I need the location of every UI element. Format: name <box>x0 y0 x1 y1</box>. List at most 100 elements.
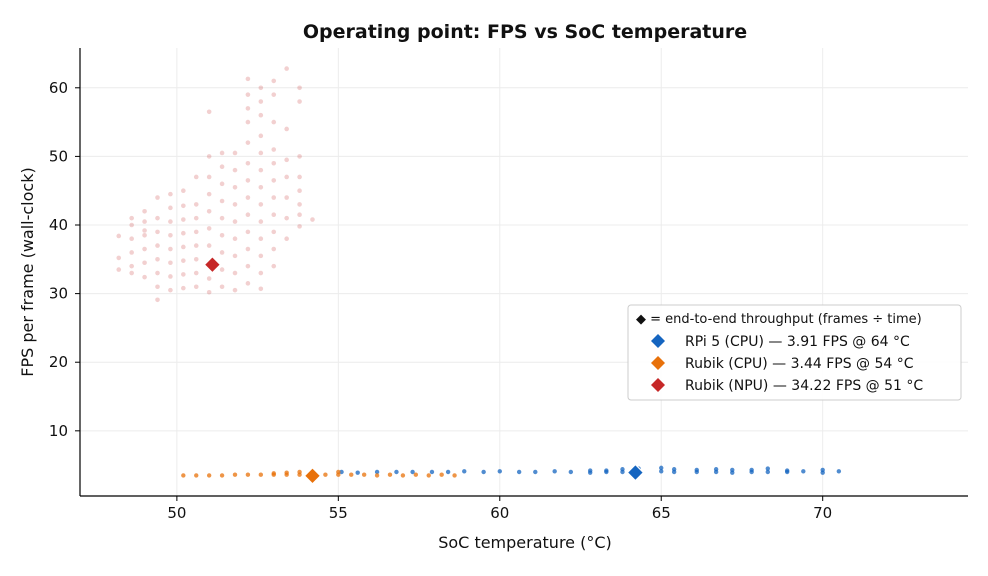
legend-marker <box>651 356 665 370</box>
data-point-rubik-npu <box>219 198 225 204</box>
data-point-rubik-npu <box>297 212 302 218</box>
y-tick-label: 50 <box>49 147 68 165</box>
data-point-rubik-npu <box>245 246 251 252</box>
data-point-rubik-npu <box>297 154 302 159</box>
data-point-rubik-npu <box>245 229 251 235</box>
data-point-rubik-npu <box>271 263 277 269</box>
data-point-rpi5-cpu <box>713 469 719 475</box>
data-point-rpi5-cpu <box>765 466 770 471</box>
x-tick-label: 50 <box>167 504 186 522</box>
legend-box <box>627 304 962 401</box>
data-point-rubik-npu <box>271 195 277 200</box>
data-point-rubik-npu <box>232 184 238 190</box>
data-point-rubik-npu <box>297 99 302 104</box>
data-point-rubik-npu <box>206 208 212 214</box>
data-point-rubik-cpu <box>439 472 444 477</box>
data-point-rubik-npu <box>206 154 212 159</box>
data-point-rubik-npu <box>219 232 225 238</box>
data-point-rubik-npu <box>258 286 264 292</box>
x-tick-label: 60 <box>490 504 509 522</box>
data-point-rubik-cpu <box>245 472 251 477</box>
data-point-rubik-cpu <box>297 469 302 475</box>
data-point-rubik-npu <box>193 270 199 276</box>
x-axis-label: SoC temperature (°C) <box>438 533 612 552</box>
data-point-rubik-npu <box>284 157 289 163</box>
data-point-rpi5-cpu <box>730 470 735 475</box>
data-point-rpi5-cpu <box>749 469 754 475</box>
y-tick-label: 10 <box>49 422 68 440</box>
data-point-rubik-npu <box>271 212 277 218</box>
axis-ticks: 50 55 60 65 70 10 20 30 40 50 60 <box>49 79 832 522</box>
data-point-rubik-cpu <box>271 471 276 476</box>
data-point-rubik-npu <box>258 112 264 118</box>
data-point-rubik-cpu <box>284 470 289 475</box>
legend-label: Rubik (CPU) — 3.44 FPS @ 54 °C <box>685 356 914 372</box>
legend-entry: Rubik (NPU) — 34.22 FPS @ 51 °C <box>651 378 923 394</box>
data-point-rubik-npu <box>284 195 289 200</box>
data-point-rubik-npu <box>142 260 147 266</box>
data-point-rubik-npu <box>181 230 186 236</box>
data-point-rubik-npu <box>142 208 147 214</box>
summary-marker-rubik-npu <box>203 255 222 274</box>
data-point-rpi5-cpu <box>568 469 574 475</box>
y-tick-label: 30 <box>49 285 68 303</box>
data-point-rubik-npu <box>206 226 212 231</box>
data-point-rpi5-cpu <box>659 469 664 474</box>
data-point-rubik-npu <box>168 260 173 266</box>
data-point-rubik-npu <box>219 181 225 187</box>
data-point-rubik-npu <box>155 215 160 221</box>
data-point-rpi5-cpu <box>659 465 664 471</box>
data-point-rubik-npu <box>181 188 186 194</box>
data-point-rubik-npu <box>219 164 225 169</box>
data-point-rubik-npu <box>129 236 134 242</box>
data-point-rubik-cpu <box>336 469 341 475</box>
data-point-rpi5-cpu <box>410 469 415 475</box>
data-point-rpi5-cpu <box>765 469 770 475</box>
data-point-rubik-cpu <box>387 472 393 477</box>
chart-title: Operating point: FPS vs SoC temperature <box>303 21 747 43</box>
data-point-rubik-npu <box>181 217 186 222</box>
data-point-rubik-npu <box>271 160 277 166</box>
data-point-rubik-npu <box>181 272 186 277</box>
data-point-rubik-npu <box>181 244 186 250</box>
data-point-rubik-npu <box>155 229 160 235</box>
data-point-rpi5-cpu <box>445 469 451 475</box>
data-point-rubik-npu <box>129 215 134 221</box>
data-point-rubik-npu <box>245 92 251 97</box>
legend-marker <box>651 334 665 348</box>
data-point-rubik-npu <box>271 119 277 125</box>
data-point-rubik-npu <box>193 284 199 290</box>
data-point-rubik-npu <box>258 236 264 242</box>
data-point-rpi5-cpu <box>620 469 625 475</box>
data-point-rubik-cpu <box>194 473 199 478</box>
data-point-rubik-npu <box>232 253 238 259</box>
data-point-rubik-npu <box>284 174 289 180</box>
data-point-rubik-npu <box>155 195 160 200</box>
data-point-rubik-npu <box>219 150 225 156</box>
data-point-rubik-cpu <box>413 472 419 477</box>
data-point-rpi5-cpu <box>481 469 486 475</box>
data-point-rubik-npu <box>297 85 302 91</box>
data-point-rubik-npu <box>297 202 302 207</box>
data-point-rubik-cpu <box>258 472 264 477</box>
summary-marker-rpi5-cpu <box>626 463 645 482</box>
data-point-rubik-npu <box>206 276 212 281</box>
data-point-rpi5-cpu <box>836 469 842 474</box>
data-point-rubik-npu <box>284 236 289 242</box>
data-point-rpi5-cpu <box>429 469 435 475</box>
data-point-rubik-npu <box>258 150 264 156</box>
data-point-rubik-npu <box>142 219 147 224</box>
data-point-rubik-npu <box>206 243 212 248</box>
data-point-rubik-npu <box>168 274 173 279</box>
data-point-rubik-cpu <box>219 473 225 478</box>
data-point-rubik-npu <box>245 281 251 286</box>
data-points <box>116 66 842 478</box>
data-point-rubik-npu <box>142 232 147 238</box>
data-point-rubik-npu <box>232 202 238 207</box>
data-point-rpi5-cpu <box>552 469 557 474</box>
data-point-rubik-npu <box>271 229 277 235</box>
data-point-rubik-npu <box>142 228 147 233</box>
data-point-rubik-cpu <box>374 473 380 478</box>
data-point-rubik-npu <box>193 215 199 221</box>
